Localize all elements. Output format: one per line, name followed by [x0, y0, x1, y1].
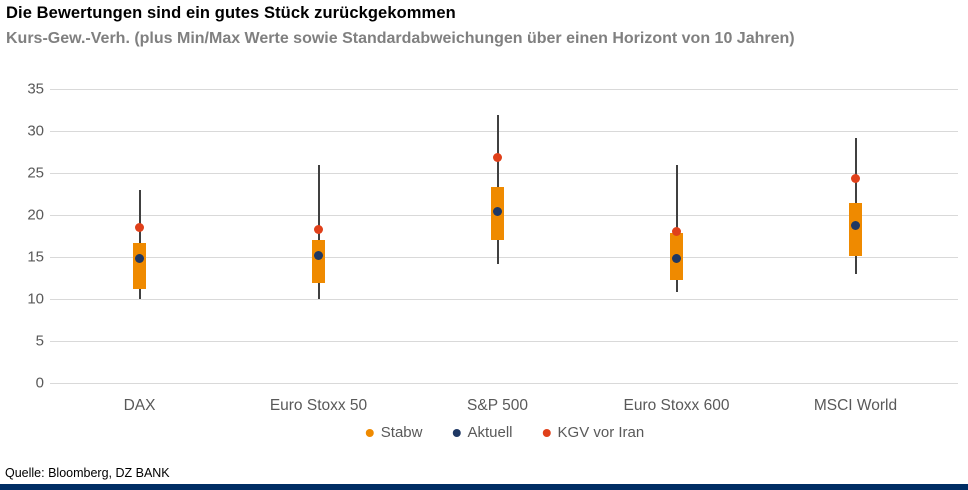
chart-title: Die Bewertungen sind ein gutes Stück zur… [6, 4, 456, 22]
y-tick-label: 15 [27, 248, 44, 266]
kgv-vor-iran-dot [493, 153, 502, 163]
aktuell-dot [135, 254, 144, 264]
chart-legend: Stabw Aktuell KGV vor Iran [365, 424, 645, 441]
legend-label: Aktuell [467, 424, 513, 441]
category-label: S&P 500 [467, 397, 528, 414]
stdev-band-icon [365, 428, 374, 437]
legend-item-kgv-vor-iran: KGV vor Iran [542, 424, 645, 441]
current-dot-icon [452, 428, 461, 437]
stdev-band [312, 240, 325, 283]
aktuell-dot [314, 250, 323, 260]
kgv-vor-iran-dot [851, 174, 860, 184]
brand-footer-bar [0, 484, 968, 490]
category-label: Euro Stoxx 600 [623, 397, 730, 414]
gridline-30 [50, 131, 958, 132]
category-label: MSCI World [813, 397, 898, 414]
y-tick-label: 10 [27, 290, 44, 308]
gridline-5 [50, 341, 958, 342]
stdev-band [849, 203, 862, 257]
aktuell-dot [851, 220, 860, 230]
gridline-25 [50, 173, 958, 174]
gridline-20 [50, 215, 958, 216]
category-label: DAX [123, 397, 156, 414]
gridline-10 [50, 299, 958, 300]
kgv-vor-iran-dot [135, 223, 144, 233]
y-tick-label: 5 [35, 332, 44, 350]
y-tick-label: 0 [35, 374, 44, 392]
category-label: Euro Stoxx 50 [269, 397, 368, 414]
aktuell-dot [493, 207, 502, 217]
y-tick-label: 20 [27, 206, 44, 224]
kgv-vor-iran-dot [314, 224, 323, 234]
legend-label: KGV vor Iran [557, 424, 645, 441]
aktuell-dot [672, 254, 681, 264]
legend-item-aktuell: Aktuell [452, 424, 513, 441]
kgv-vor-iran-dot [672, 226, 681, 236]
x-axis-labels: DAX Euro Stoxx 50 S&P 500 Euro Stoxx 600 MSC… [50, 397, 945, 417]
gridline-15 [50, 257, 958, 258]
pre-iran-dot-icon [542, 428, 551, 437]
y-tick-label: 30 [27, 122, 44, 140]
y-tick-label: 35 [27, 80, 44, 98]
chart-subtitle: Kurs-Gew.-Verh. (plus Min/Max Werte sowi… [6, 30, 795, 47]
stdev-band [133, 242, 146, 289]
plot-area [50, 89, 945, 383]
legend-item-stabw: Stabw [365, 424, 423, 441]
gridline-0 [50, 383, 958, 384]
y-tick-label: 25 [27, 164, 44, 182]
source-note: Quelle: Bloomberg, DZ BANK [5, 466, 170, 480]
gridline-35 [50, 89, 958, 90]
legend-label: Stabw [380, 424, 423, 441]
gridline-layer [50, 89, 958, 384]
y-axis: 35 30 25 20 15 10 5 0 [0, 82, 44, 391]
